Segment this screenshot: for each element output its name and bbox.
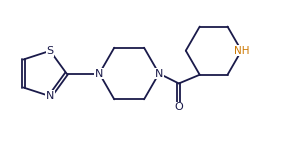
Text: NH: NH <box>234 46 249 56</box>
Text: O: O <box>174 102 183 112</box>
Text: N: N <box>95 69 103 79</box>
Text: N: N <box>155 69 163 79</box>
Text: S: S <box>47 46 54 56</box>
Text: N: N <box>46 91 54 101</box>
